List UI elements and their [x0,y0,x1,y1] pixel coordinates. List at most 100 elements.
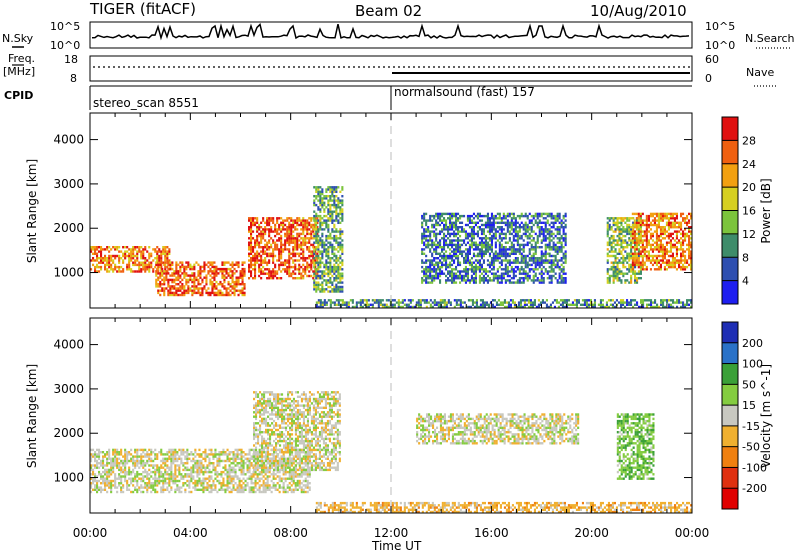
power-echo-cell [323,214,326,218]
power-echo-cell [476,252,479,255]
power-echo-cell [659,243,662,247]
power-echo-cell [507,305,510,309]
power-echo-cell [500,226,503,229]
power-echo-cell [437,268,440,271]
velocity-echo-cell [92,488,95,491]
power-echo-cell [183,274,186,277]
power-echo-cell [321,305,324,309]
power-echo-cell [642,303,645,306]
power-echo-cell [128,259,131,262]
power-echo-cell [272,230,275,233]
power-echo-cell [496,279,499,282]
power-echo-cell [329,241,332,244]
power-echo-cell [577,301,580,304]
power-echo-cell [306,232,309,236]
power-echo-cell [306,230,309,233]
power-echo-cell [335,228,338,231]
power-echo-cell [327,261,330,264]
power-echo-cell [429,248,432,251]
power-echo-cell [562,239,565,242]
power-echo-cell [636,228,639,231]
power-echo-cell [524,226,527,229]
power-echo-cell [484,270,487,273]
power-echo-cell [262,265,265,269]
power-echo-cell [391,305,394,309]
power-echo-cell [661,248,664,251]
power-echo-cell [272,272,275,275]
power-echo-cell [310,226,313,229]
power-echo-cell [199,293,202,297]
power-echo-cell [526,228,529,231]
power-echo-cell [487,303,490,306]
power-echo-cell [614,259,617,262]
power-echo-cell [665,259,668,262]
power-echo-cell [312,277,315,280]
power-echo-cell [455,299,458,302]
power-echo-cell [223,267,226,271]
power-echo-cell [684,303,687,306]
velocity-echo-cell [130,470,133,474]
power-echo-cell [296,234,299,238]
power-echo-cell [518,252,521,255]
power-echo-cell [532,274,535,278]
power-echo-cell [431,281,434,284]
power-echo-cell [544,221,547,224]
power-echo-cell [552,217,555,220]
power-echo-cell [634,279,637,282]
power-echo-cell [472,254,475,258]
power-echo-cell [514,239,517,242]
power-echo-cell [607,299,610,302]
power-echo-cell [537,305,540,309]
power-echo-cell [562,217,565,220]
power-echo-cell [608,268,611,271]
power-echo-cell [250,243,253,247]
power-echo-cell [624,301,627,304]
velocity-echo-cell [108,479,111,483]
power-echo-cell [461,301,464,304]
power-echo-cell [663,226,666,229]
power-echo-cell [558,221,561,224]
power-echo-cell [663,228,666,231]
power-echo-cell [298,217,301,220]
power-echo-cell [690,243,693,247]
power-echo-cell [548,277,551,280]
power-echo-cell [649,234,652,238]
power-echo-cell [463,228,466,231]
power-echo-cell [321,243,324,247]
power-echo-cell [660,303,663,306]
power-echo-cell [637,239,640,242]
power-echo-cell [156,250,159,253]
power-echo-cell [502,274,505,278]
power-echo-cell [317,277,320,280]
power-echo-cell [631,246,634,249]
power-echo-cell [483,305,486,309]
power-echo-cell [552,270,555,273]
power-echo-cell [276,239,279,242]
power-echo-cell [690,212,693,216]
power-echo-cell [474,254,477,258]
power-echo-cell [337,250,340,253]
power-echo-cell [199,270,202,273]
power-echo-cell [502,248,505,251]
power-echo-cell [490,263,493,267]
power-echo-cell [550,214,553,218]
power-echo-cell [675,252,678,255]
power-echo-cell [453,279,456,282]
power-echo-cell [260,234,263,238]
power-echo-cell [179,276,182,279]
power-echo-cell [678,263,681,267]
power-echo-cell [142,250,145,253]
power-echo-cell [250,239,253,242]
power-echo-cell [280,263,283,267]
power-echo-cell [250,250,253,253]
power-echo-cell [431,241,434,244]
power-echo-cell [425,272,428,275]
power-echo-cell [688,303,691,306]
power-echo-cell [449,217,452,220]
power-echo-cell [377,299,380,302]
power-echo-cell [624,230,627,233]
power-echo-cell [643,263,646,267]
power-echo-cell [317,285,320,289]
power-echo-cell [498,246,501,249]
power-echo-cell [655,223,658,227]
